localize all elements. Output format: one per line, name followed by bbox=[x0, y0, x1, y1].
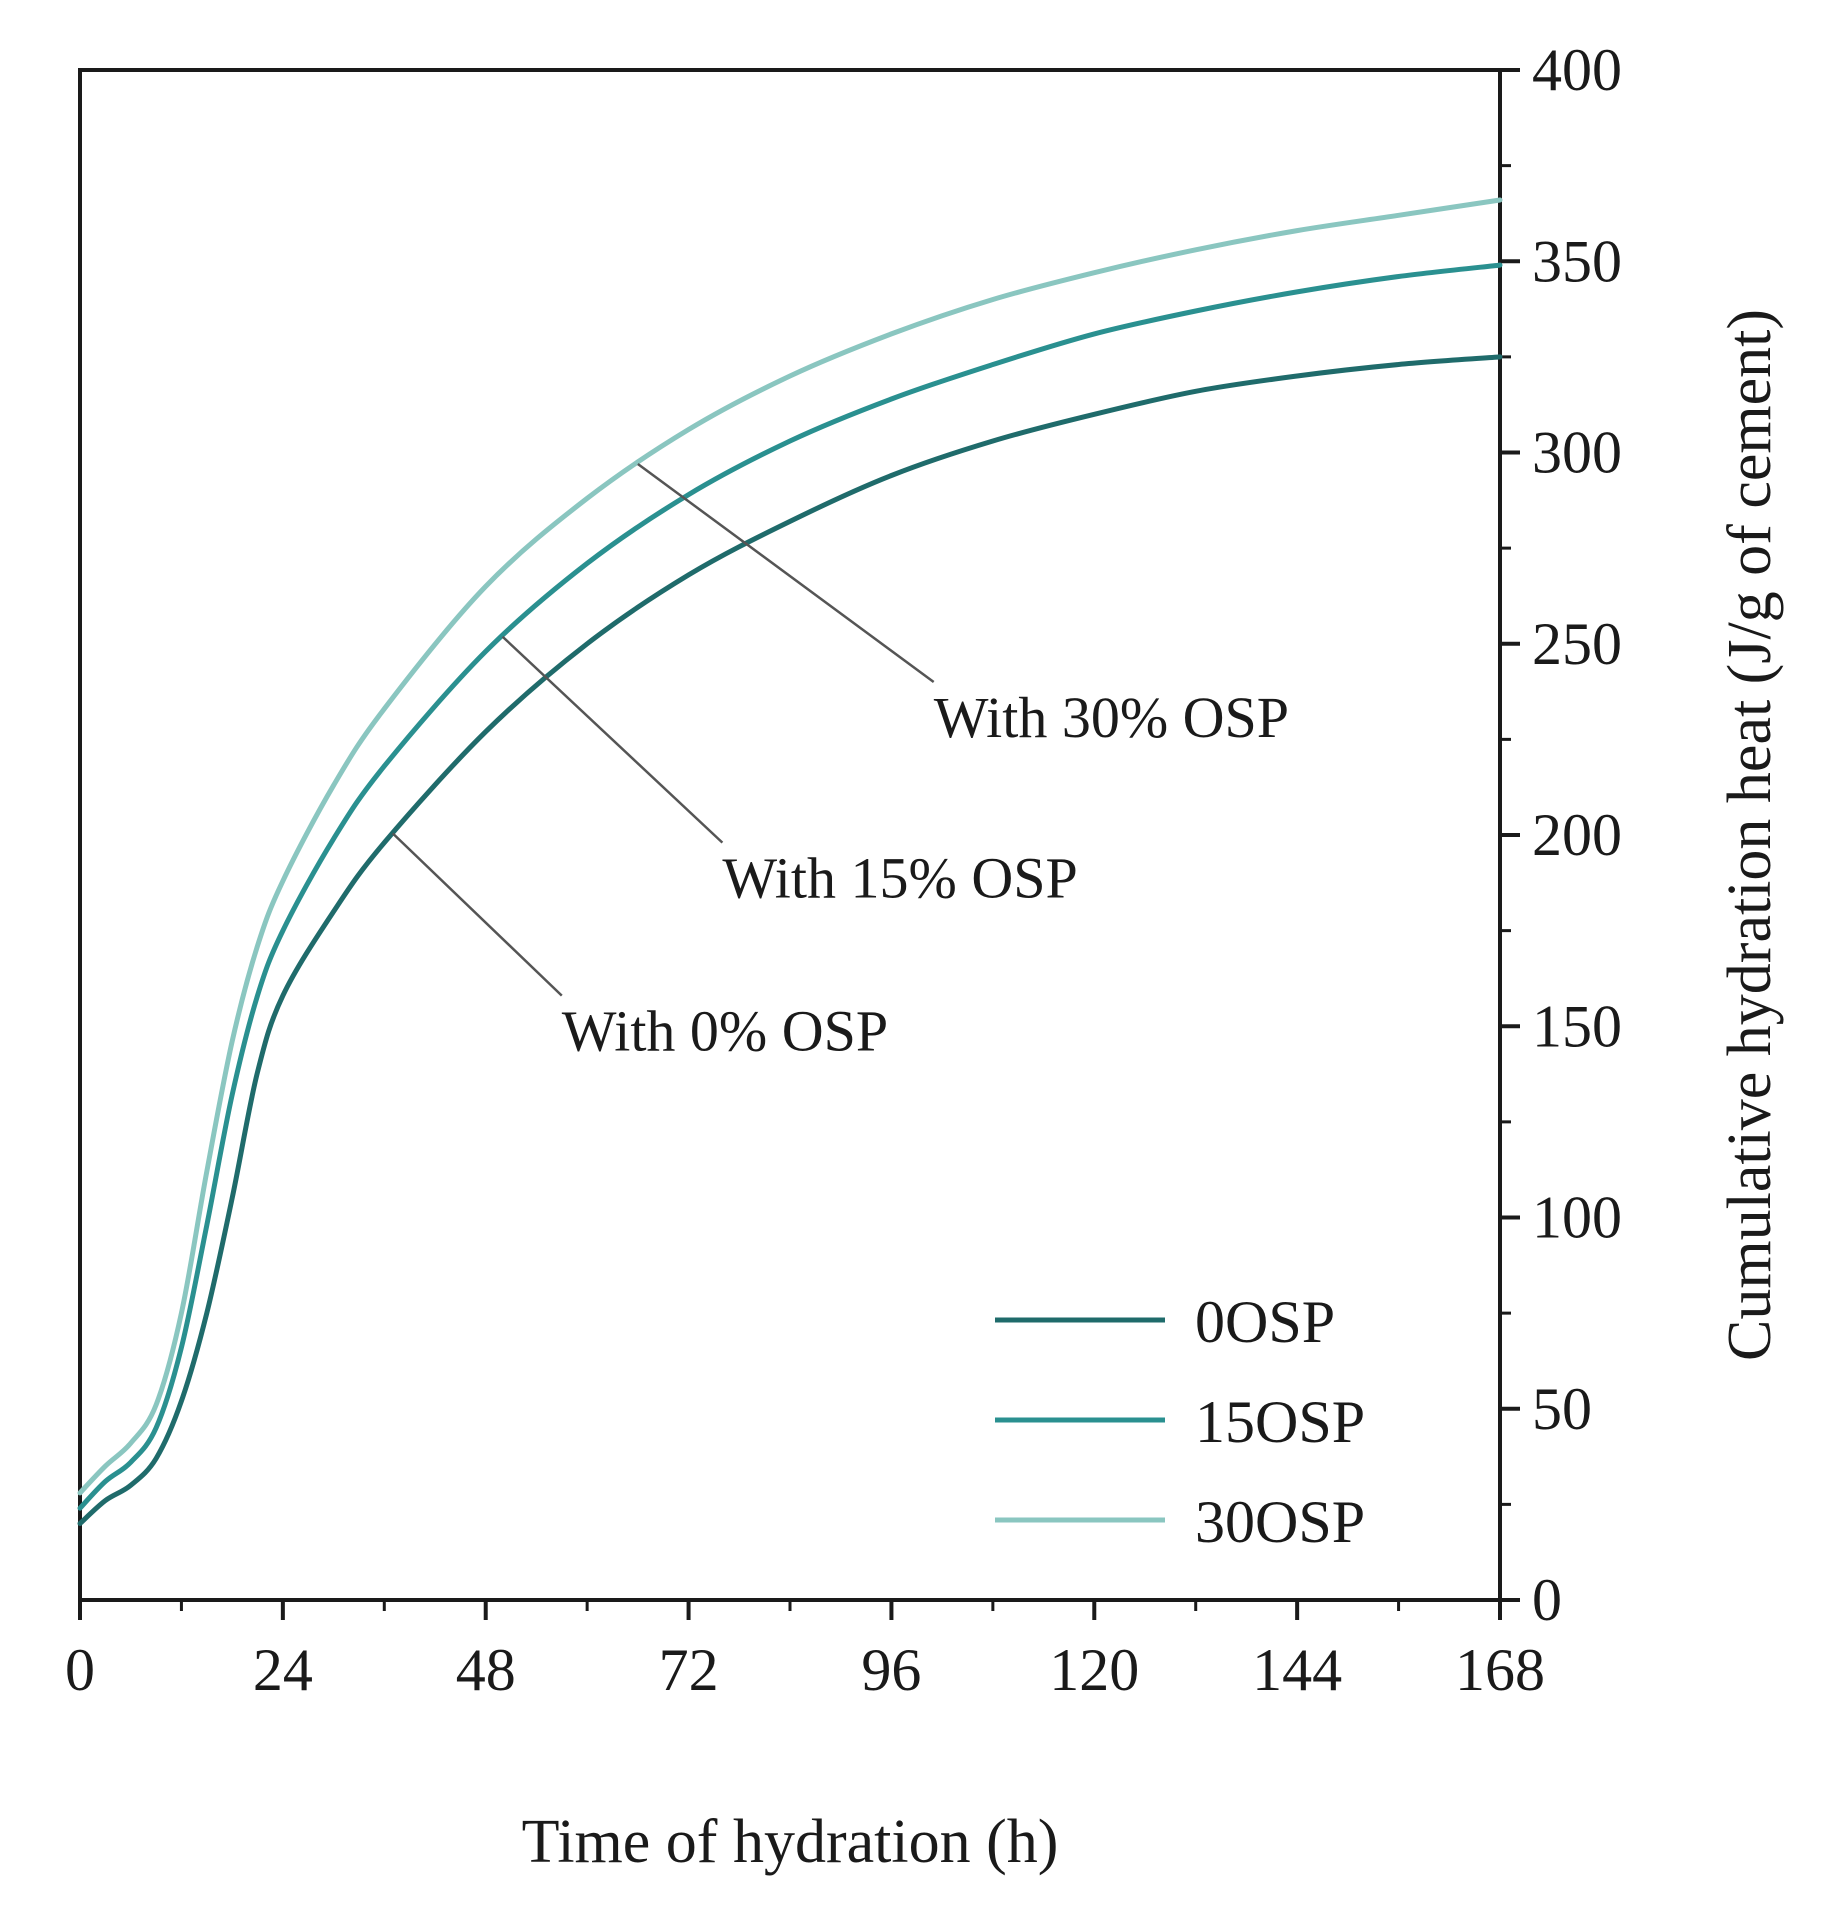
x-tick-label: 120 bbox=[1049, 1637, 1139, 1703]
legend: 0OSP 15OSP 30OSP bbox=[995, 1289, 1365, 1555]
x-tick-label: 168 bbox=[1455, 1637, 1545, 1703]
series-line-0osp bbox=[77, 354, 1503, 1526]
y-tick-label: 250 bbox=[1532, 611, 1622, 677]
series-line-15osp bbox=[77, 262, 1503, 1511]
x-tick-label: 144 bbox=[1252, 1637, 1342, 1703]
x-tick-label: 96 bbox=[861, 1637, 921, 1703]
y-tick-label: 50 bbox=[1532, 1376, 1592, 1442]
plot-frame bbox=[78, 68, 1502, 1602]
y-tick-label: 100 bbox=[1532, 1185, 1622, 1251]
x-axis-title: Time of hydration (h) bbox=[522, 1808, 1059, 1876]
x-tick-label: 24 bbox=[253, 1637, 313, 1703]
y-tick-label: 150 bbox=[1532, 993, 1622, 1059]
series-layer bbox=[77, 197, 1503, 1526]
annotation-leader-line bbox=[501, 635, 724, 844]
y-axis-ticks: 0 50 100 150 200 250 300 350 400 bbox=[1500, 37, 1622, 1633]
annotation-layer: With 30% OSP With 15% OSP With 0% OSP bbox=[391, 462, 1289, 1064]
y-tick-label: 0 bbox=[1532, 1567, 1562, 1633]
annotation-leader-line bbox=[391, 832, 563, 997]
y-axis-title: Cumulative hydration heat (J/g of cement… bbox=[1716, 309, 1784, 1361]
legend-label-0osp: 0OSP bbox=[1195, 1289, 1335, 1355]
x-tick-label: 0 bbox=[65, 1637, 95, 1703]
y-tick-label: 200 bbox=[1532, 802, 1622, 868]
x-tick-label: 72 bbox=[659, 1637, 719, 1703]
x-tick-label: 48 bbox=[456, 1637, 516, 1703]
legend-label-30osp: 30OSP bbox=[1195, 1489, 1365, 1555]
annotation-label: With 0% OSP bbox=[562, 999, 888, 1064]
annotation-label: With 30% OSP bbox=[934, 685, 1289, 750]
legend-label-15osp: 15OSP bbox=[1195, 1389, 1365, 1455]
y-tick-label: 300 bbox=[1532, 420, 1622, 486]
y-tick-label: 350 bbox=[1532, 228, 1622, 294]
series-line-30osp bbox=[77, 197, 1503, 1496]
annotation-leader-line bbox=[637, 462, 935, 684]
annotation-label: With 15% OSP bbox=[722, 846, 1077, 911]
y-tick-label: 400 bbox=[1532, 37, 1622, 103]
x-axis-ticks: 0 24 48 72 96 120 144 168 bbox=[65, 1600, 1545, 1703]
